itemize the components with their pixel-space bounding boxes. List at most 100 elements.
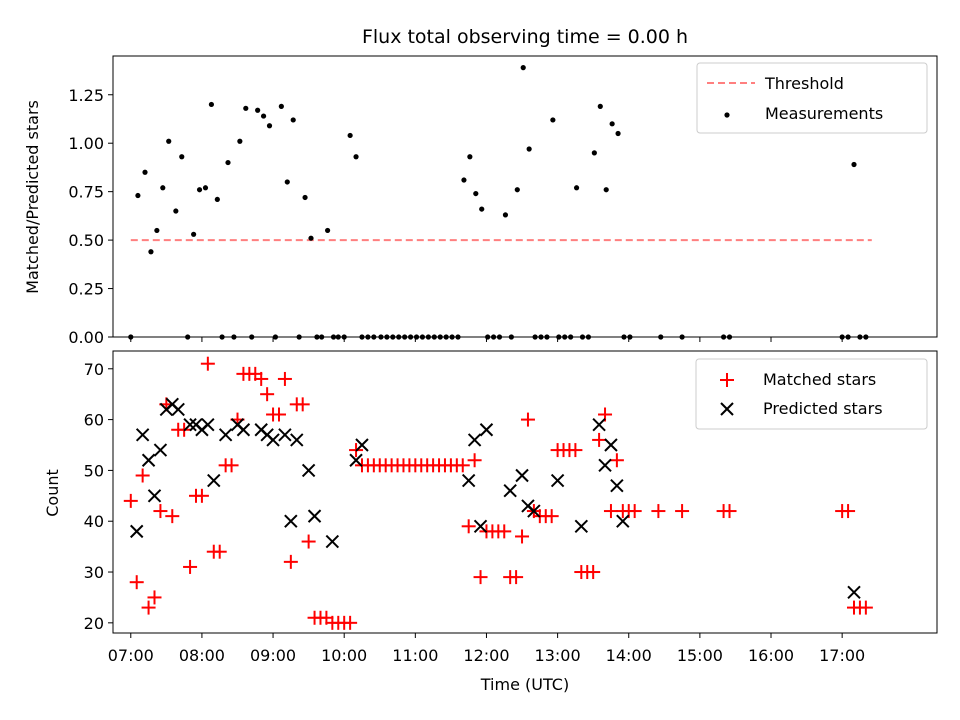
matched-legend-label: Matched stars [763,370,876,389]
predicted-star-point [473,519,488,534]
measurement-point [324,227,331,234]
bottom-y-tick-label: 50 [84,461,104,480]
matched-star-point [129,575,144,590]
measurement-point [266,123,273,129]
predicted-legend-label: Predicted stars [763,399,883,418]
matched-star-point [592,432,607,447]
bottom-x-tick-label: 14:00 [606,646,652,665]
matched-star-point [473,570,488,585]
predicted-star-point [604,438,618,452]
predicted-star-point [574,519,589,534]
predicted-star-point [290,433,304,447]
count-panel: Count Time (UTC) 20 30 40 50 60 70 07:00 08:00 0… [43,350,938,694]
measurement-point [347,132,353,139]
top-plot-area [128,65,872,340]
top-legend-box [696,62,928,134]
predicted-star-point [183,417,197,432]
predicted-star-point [515,468,529,483]
bottom-legend-box [695,358,928,430]
measurement-point [609,121,615,127]
predicted-star-point [130,524,144,539]
predicted-star-point [147,489,162,503]
measurement-point [243,105,249,111]
bottom-plot-area [123,356,873,630]
bottom-y-tick-label: 30 [84,563,104,582]
bottom-axes-frame [112,350,938,634]
matched-star-point [509,570,524,585]
matched-star-point [467,453,482,468]
matched-star-point [609,453,624,468]
bottom-y-tick-label: 20 [84,614,104,633]
matched-star-point [301,534,316,549]
matched-star-point [627,504,642,519]
measurement-point [148,249,154,255]
bottom-x-tick-label: 11:00 [392,646,438,665]
matched-star-point [586,565,601,580]
measurement-point [591,150,597,156]
bottom-x-tick-label: 12:00 [463,646,509,665]
predicted-star-point [171,402,185,417]
measurement-point [467,154,473,160]
measurement-point [479,206,485,212]
bottom-x-tick-label: 13:00 [535,646,581,665]
predicted-star-point [479,423,494,437]
measurement-point [208,101,215,108]
predicted-star-point [278,428,292,442]
matched-star-point [271,407,286,422]
matched-star-point [260,387,275,402]
matched-star-point [254,371,269,386]
measurement-point [573,185,580,191]
measurements-legend-label: Measurements [765,104,883,123]
measurement-point [520,65,526,71]
matched-star-point [194,488,209,503]
matched-star-point [858,600,873,615]
predicted-star-point [349,453,363,467]
top-y-axis-label: Matched/Predicted stars [23,100,42,294]
predicted-star-point [284,514,298,528]
bottom-y-axis-label: Count [43,469,62,517]
matched-star-point [497,524,512,539]
predicted-star-point [135,428,150,442]
matched-star-point [123,493,138,508]
matched-star-point [141,600,156,615]
measurement-point [173,208,179,214]
measurement-point [135,192,141,199]
measurement-point [473,190,479,197]
bottom-legend: Matched stars Predicted stars [695,358,928,430]
matched-star-point [544,509,559,524]
predicted-star-point [153,443,168,457]
measurement-point [225,159,231,166]
matched-star-point [283,554,298,569]
predicted-star-point [461,473,476,488]
measurement-point [526,146,532,152]
predicted-star-point [207,473,221,488]
measurement-point [154,227,160,234]
predicted-legend-swatch [720,402,734,416]
measurement-point [851,161,857,168]
predicted-star-point [847,585,861,600]
measurement-point [260,113,267,119]
matched-star-point [515,529,530,544]
predicted-star-point [325,534,340,549]
bottom-x-tick-label: 10:00 [321,646,367,665]
measurement-point [160,185,166,191]
measurement-point [308,235,314,241]
measurement-point [290,117,296,123]
matched-star-point [603,504,618,519]
measurement-point [597,103,603,109]
measurement-point [550,117,556,123]
predicted-star-point [266,433,280,447]
matched-star-point [277,371,292,386]
top-axes-frame [112,55,938,338]
predicted-star-point [307,509,322,523]
measurement-point [284,179,290,185]
top-y-tick-label: 0.75 [68,183,104,202]
matched-star-point [651,504,666,519]
measurement-point [278,103,284,109]
matched-star-point [153,504,168,519]
measurement-point [255,107,261,113]
bottom-y-tick-label: 40 [84,512,104,531]
measurement-point [179,154,185,160]
measurement-point [514,187,520,193]
matched-legend-swatch [720,373,734,387]
